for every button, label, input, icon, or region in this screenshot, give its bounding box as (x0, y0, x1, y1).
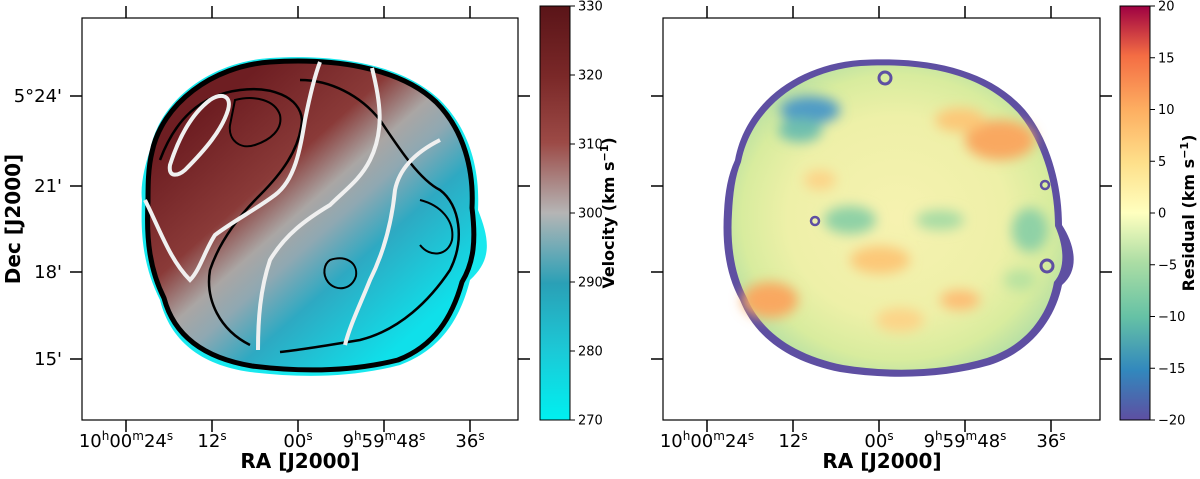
x-tick-label: 36s (1036, 429, 1065, 452)
residual-hole (877, 70, 893, 86)
x-tick-label: 10h00m24s (79, 429, 173, 452)
x-tick-label: 9h59m48s (924, 429, 1007, 452)
y-tick-label: 18' (34, 262, 62, 283)
colorbar-tick-label: 0 (1158, 207, 1166, 222)
y-axis-title: Dec [J2000] (1, 154, 25, 284)
colorbar-tick-label: 310 (578, 138, 603, 153)
colorbar-tick-label: 5 (1158, 155, 1166, 170)
residual-x-axis-title: RA [J2000] (822, 449, 941, 473)
velocity-axes-ticks (70, 6, 530, 432)
colorbar-tick-label: 270 (578, 414, 603, 429)
white-contour-1 (167, 93, 231, 177)
velocity-colorbar-label: Velocity (km s−1) (598, 137, 619, 288)
residual-hole (1039, 258, 1055, 274)
colorbar-tick-label: 15 (1158, 51, 1175, 66)
colorbar-tick-label: −15 (1158, 362, 1185, 377)
colorbar-tick-label: 10 (1158, 103, 1175, 118)
black-contour-3 (228, 97, 282, 148)
velocity-colorbar (539, 5, 571, 421)
x-tick-label: 9h59m48s (343, 429, 426, 452)
x-tick-label: 12s (778, 429, 807, 452)
y-tick-label: 21' (34, 176, 62, 197)
velocity-x-tick-labels: 10h00m24s 12s 00s 9h59m48s 36s (79, 429, 485, 452)
residual-axes-frame (662, 17, 1101, 421)
residual-colorbar-ticks: −20 −15 −10 −5 0 5 10 15 20 (1150, 0, 1185, 429)
residual-hole (809, 215, 821, 227)
colorbar-tick-label: −5 (1158, 258, 1177, 273)
residual-structure (742, 96, 1048, 332)
colorbar-tick-label: 290 (578, 276, 603, 291)
x-tick-label: 36s (455, 429, 484, 452)
black-contour-5 (419, 199, 454, 255)
colorbar-tick-label: 280 (578, 345, 603, 360)
residual-colorbar (1119, 5, 1151, 421)
residual-x-tick-labels: 10h00m24s 12s 00s 9h59m48s 36s (660, 429, 1066, 452)
x-tick-label: 00s (283, 429, 312, 452)
residual-axes-ticks (651, 6, 1112, 432)
x-tick-label: 00s (864, 429, 893, 452)
black-contour-4 (323, 257, 358, 290)
colorbar-tick-label: 320 (578, 69, 603, 84)
white-contour-4 (343, 138, 441, 346)
y-tick-label: 15' (34, 349, 62, 370)
white-contour-3 (256, 67, 382, 351)
residual-hole (1039, 179, 1051, 191)
velocity-axes-frame (81, 17, 519, 421)
black-contour-2 (279, 78, 460, 354)
colorbar-tick-label: −20 (1158, 414, 1185, 429)
velocity-colorbar-ticks: 270 280 290 300 310 320 330 (570, 0, 603, 429)
residual-panel (723, 59, 1074, 377)
x-tick-label: 10h00m24s (660, 429, 754, 452)
velocity-x-axis-title: RA [J2000] (240, 449, 359, 473)
y-tick-label: 5°24' (14, 86, 62, 107)
velocity-panel (141, 57, 487, 376)
colorbar-tick-label: 300 (578, 207, 603, 222)
colorbar-tick-label: 20 (1158, 0, 1175, 15)
outer-contour (145, 58, 477, 373)
residual-colorbar-label: Residual (km s−1) (1178, 135, 1199, 292)
x-tick-label: 12s (197, 429, 226, 452)
white-contour-2 (143, 61, 322, 283)
colorbar-tick-label: 330 (578, 0, 603, 15)
colorbar-tick-label: −10 (1158, 310, 1185, 325)
